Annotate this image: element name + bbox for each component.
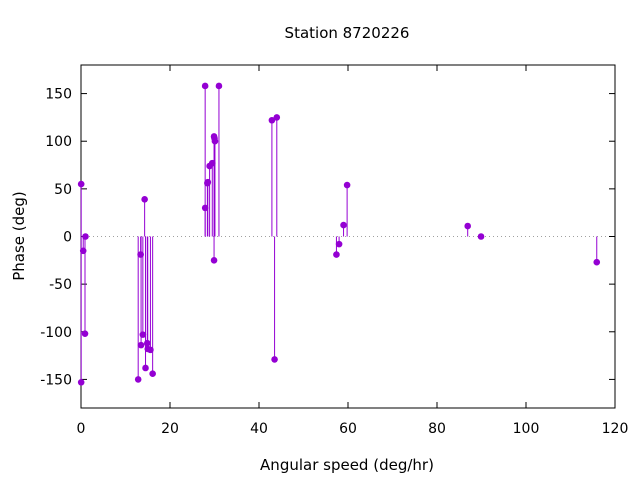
data-point	[210, 257, 218, 264]
stem-series	[77, 82, 601, 386]
data-point	[211, 137, 219, 145]
data-point	[77, 378, 85, 386]
data-point	[340, 221, 347, 229]
y-axis-ticks: -150 -100 -50 0 50 100 150	[40, 87, 615, 388]
y-tick-label: 0	[63, 230, 72, 246]
x-tick-label: 40	[250, 421, 268, 437]
y-tick-label: 50	[54, 182, 72, 198]
x-tick-label: 20	[161, 421, 179, 437]
x-axis-ticks: 0 20 40 60 80 100 120	[77, 65, 629, 437]
y-tick-label: -100	[40, 325, 72, 341]
data-point	[82, 233, 89, 240]
data-point	[149, 370, 156, 378]
x-tick-label: 0	[77, 421, 86, 437]
x-tick-label: 100	[513, 421, 540, 437]
x-tick-label: 120	[602, 421, 629, 437]
data-point	[147, 346, 154, 354]
data-point	[142, 364, 149, 372]
data-point	[268, 116, 276, 124]
data-point	[201, 82, 209, 90]
data-point	[201, 204, 209, 212]
data-point	[79, 247, 87, 255]
data-point	[77, 180, 85, 188]
data-point	[215, 82, 223, 90]
data-point	[333, 251, 340, 258]
x-axis-title: Angular speed (deg/hr)	[260, 456, 434, 474]
data-point	[137, 341, 145, 349]
x-tick-label: 60	[339, 421, 357, 437]
data-point	[335, 240, 343, 248]
y-tick-label: -50	[49, 277, 72, 293]
y-axis-title: Phase (deg)	[10, 191, 28, 281]
data-point	[271, 356, 278, 363]
x-tick-label: 80	[428, 421, 446, 437]
data-point	[134, 376, 142, 383]
data-point	[141, 196, 148, 203]
data-point	[204, 178, 212, 186]
data-point	[81, 330, 89, 337]
data-point	[593, 258, 601, 266]
y-tick-label: 100	[45, 134, 72, 150]
y-tick-label: -150	[40, 372, 72, 388]
y-tick-label: 150	[45, 87, 72, 103]
data-point	[464, 222, 472, 230]
data-point	[343, 181, 351, 189]
data-point	[477, 233, 485, 240]
data-point	[139, 331, 147, 338]
data-point	[273, 114, 281, 121]
chart-title: Station 8720226	[285, 24, 410, 42]
